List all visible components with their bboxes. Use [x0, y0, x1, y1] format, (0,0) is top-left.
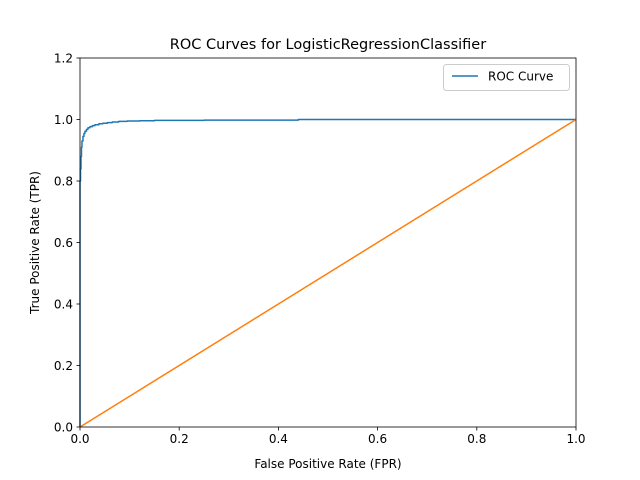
y-tick-label: 0.0	[54, 420, 73, 434]
plot-area	[80, 58, 576, 427]
x-tick-label: 0.8	[467, 432, 486, 446]
legend-label: ROC Curve	[488, 70, 553, 84]
legend-box	[443, 64, 570, 91]
x-tick-label: 0.2	[170, 432, 189, 446]
roc-curve-line	[79, 118, 576, 427]
x-tick-label: 0.4	[269, 432, 288, 446]
legend: ROC Curve	[443, 64, 570, 91]
y-axis-label: True Positive Rate (TPR)	[28, 171, 42, 315]
y-tick-label: 1.0	[54, 113, 73, 127]
y-tick-label: 0.2	[54, 359, 73, 373]
axes: 0.0 0.2 0.4 0.6 0.8 1.0 0.0 0.2 0.4 0.6 0.8 1.0 1.2	[54, 51, 586, 446]
y-tick-label: 0.8	[54, 174, 73, 188]
series-layer	[79, 118, 577, 428]
reference-diagonal-line	[79, 118, 577, 428]
x-tick-label: 1.0	[566, 432, 585, 446]
y-tick-label: 0.6	[54, 236, 73, 250]
x-tick-label: 0.6	[368, 432, 387, 446]
x-axis-label: False Positive Rate (FPR)	[254, 457, 401, 471]
y-tick-label: 0.4	[54, 297, 73, 311]
y-tick-label: 1.2	[54, 51, 73, 65]
x-tick-label: 0.0	[70, 432, 89, 446]
chart-title: ROC Curves for LogisticRegressionClassif…	[170, 37, 486, 53]
